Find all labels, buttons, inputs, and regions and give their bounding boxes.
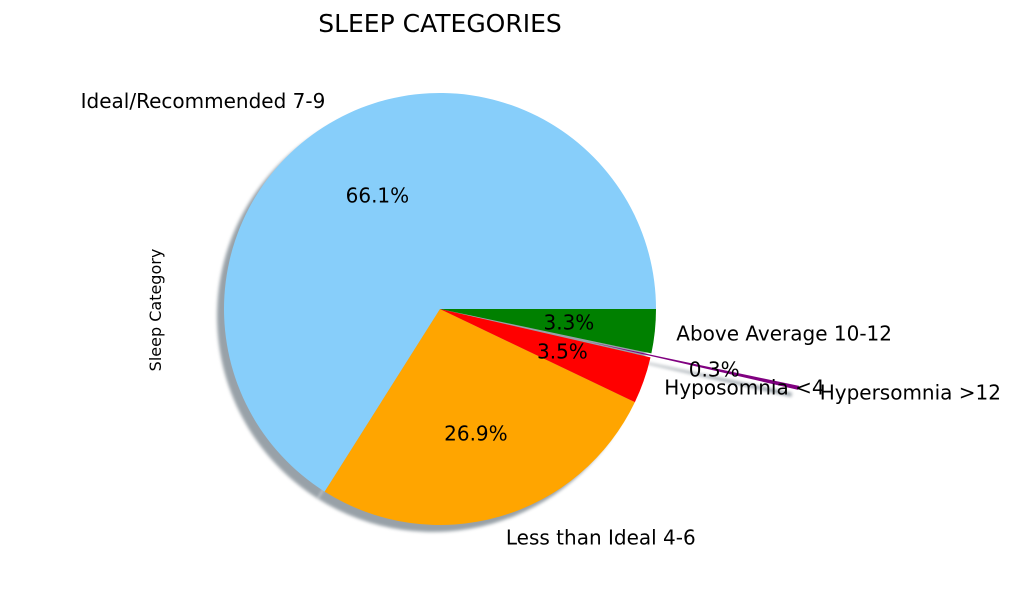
slice-percent-hypersomnia-12: 0.3% (689, 357, 740, 381)
slice-label-ideal-recommended-7-9: Ideal/Recommended 7-9 (81, 89, 326, 113)
pie-slice-above-average-10-12 (440, 309, 656, 354)
slice-percent-less-than-ideal-4-6: 26.9% (444, 422, 508, 446)
pie-slice-hypersomnia-12 (587, 341, 800, 390)
chart-title: SLEEP CATEGORIES (318, 9, 562, 38)
slice-label-hypersomnia-12: Hypersomnia >12 (820, 381, 1001, 405)
slice-percent-above-average-10-12: 3.3% (543, 310, 594, 334)
slice-percent-ideal-recommended-7-9: 66.1% (346, 184, 410, 208)
pie-slices (224, 92, 800, 525)
pie-slice-less-than-ideal-4-6 (324, 309, 635, 525)
slice-label-hyposomnia-4: Hyposomnia <4 (664, 375, 824, 399)
pie-slice-hyposomnia-4 (440, 309, 651, 403)
pie-labels: Ideal/Recommended 7-9 66.1% Less than Idea… (81, 89, 1001, 549)
slice-label-above-average-10-12: Above Average 10-12 (676, 322, 892, 346)
pie-slice-ideal-recommended-7-9 (224, 92, 656, 492)
slice-percent-hyposomnia-4: 3.5% (537, 340, 588, 364)
y-axis-label: Sleep Category (146, 249, 165, 372)
slice-label-less-than-ideal-4-6: Less than Ideal 4-6 (506, 525, 696, 549)
